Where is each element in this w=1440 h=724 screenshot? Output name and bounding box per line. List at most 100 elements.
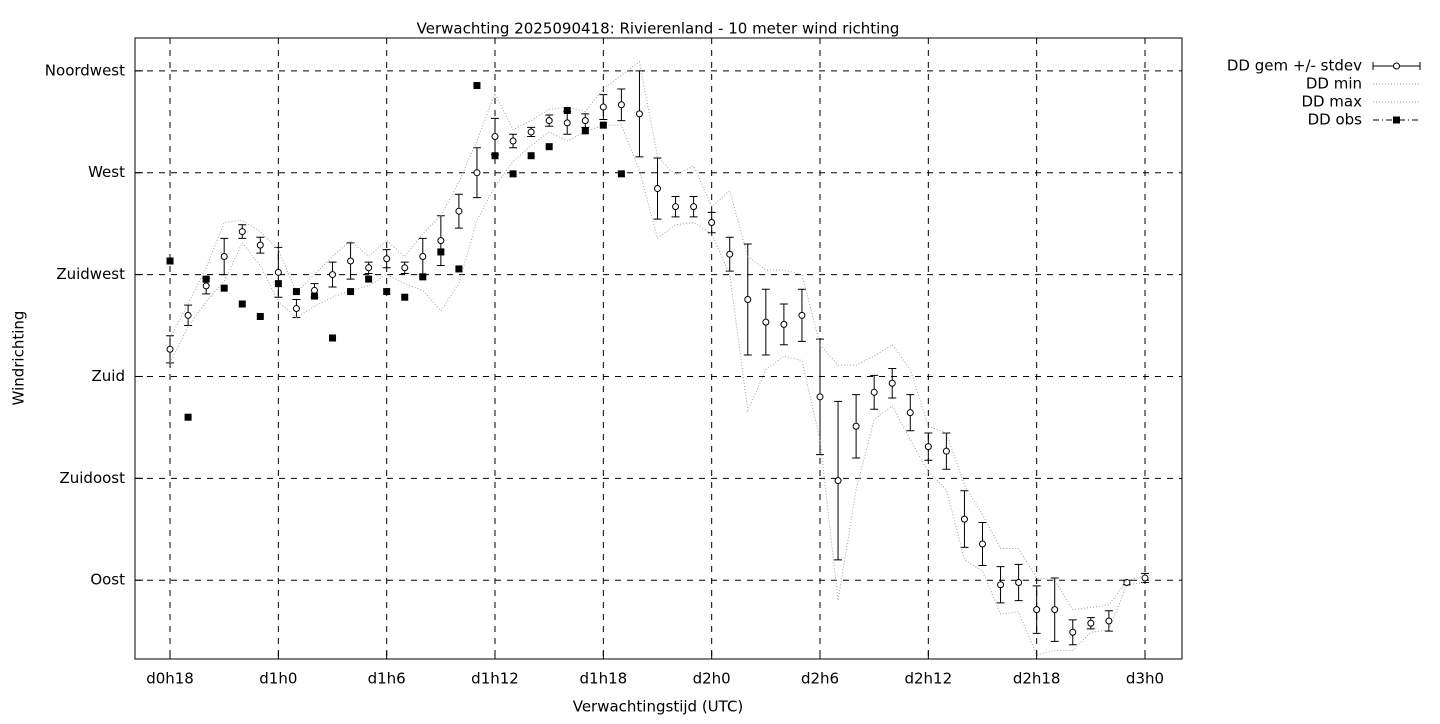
- obs-point: [455, 265, 463, 273]
- x-tick-label: d1h6: [368, 670, 406, 688]
- mean-point: [942, 447, 950, 455]
- mean-point: [310, 286, 318, 294]
- y-axis-label: Windrichting: [10, 311, 28, 406]
- legend-label: DD obs: [1308, 111, 1363, 129]
- obs-point: [401, 293, 409, 301]
- obs-point: [563, 106, 571, 114]
- mean-point: [654, 185, 662, 193]
- obs-point: [220, 284, 228, 292]
- x-axis-label: Verwachtingstijd (UTC): [573, 698, 744, 716]
- mean-point: [491, 132, 499, 140]
- x-tick-label: d1h18: [580, 670, 628, 688]
- mean-point: [834, 477, 842, 485]
- obs-point: [545, 143, 553, 151]
- mean-point: [166, 345, 174, 353]
- mean-point: [816, 393, 824, 401]
- obs-point: [383, 288, 391, 296]
- x-tick-label: d0h18: [146, 670, 194, 688]
- mean-point: [617, 101, 625, 109]
- mean-point: [1087, 619, 1095, 627]
- mean-point: [1105, 617, 1113, 625]
- mean-point: [780, 320, 788, 328]
- mean-point: [762, 318, 770, 326]
- mean-point: [997, 581, 1005, 589]
- obs-point: [599, 121, 607, 129]
- x-tick-label: d2h6: [801, 670, 839, 688]
- mean-point: [672, 203, 680, 211]
- mean-point: [726, 250, 734, 258]
- mean-point: [365, 264, 373, 272]
- y-tick-label: West: [88, 163, 125, 181]
- obs-point: [274, 280, 282, 288]
- mean-point: [1015, 578, 1023, 586]
- mean-point: [238, 228, 246, 236]
- dotted-line: [169, 60, 1146, 611]
- mean-point: [292, 305, 300, 313]
- x-tick-label: d3h0: [1126, 670, 1164, 688]
- mean-point: [906, 409, 914, 417]
- obs-point: [184, 413, 192, 421]
- obs-point: [527, 152, 535, 160]
- chart-title: Verwachting 2025090418: Rivierenland - 1…: [417, 20, 900, 38]
- obs-point: [437, 248, 445, 256]
- mean-point: [635, 110, 643, 118]
- y-tick-label: Noordwest: [45, 61, 125, 79]
- mean-point: [563, 119, 571, 127]
- mean-point: [581, 117, 589, 125]
- x-tick-label: d1h0: [259, 670, 297, 688]
- legend-label: DD min: [1306, 75, 1362, 93]
- obs-point: [419, 273, 427, 281]
- x-tick-label: d1h12: [471, 670, 519, 688]
- mean-point: [383, 255, 391, 263]
- mean-point: [184, 311, 192, 319]
- mean-point: [256, 241, 264, 249]
- mean-point: [509, 137, 517, 145]
- y-tick-label: Zuidoost: [59, 469, 125, 487]
- mean-point: [1069, 628, 1077, 636]
- mean-point: [1033, 606, 1041, 614]
- mean-point: [924, 443, 932, 451]
- legend-label: DD max: [1301, 93, 1362, 111]
- mean-point: [708, 219, 716, 227]
- mean-point: [852, 422, 860, 430]
- mean-point: [690, 203, 698, 211]
- mean-point: [419, 252, 427, 260]
- obs-point: [509, 170, 517, 178]
- obs-point: [256, 312, 264, 320]
- mean-point: [401, 264, 409, 272]
- mean-point: [455, 207, 463, 215]
- mean-point: [798, 311, 806, 319]
- mean-point: [1123, 578, 1131, 586]
- obs-point: [238, 300, 246, 308]
- mean-point: [744, 295, 752, 303]
- mean-point: [347, 257, 355, 265]
- y-tick-label: Oost: [90, 571, 125, 589]
- legend-swatch: [1393, 62, 1400, 70]
- mean-point: [437, 237, 445, 245]
- mean-point: [527, 128, 535, 136]
- mean-point: [545, 117, 553, 125]
- obs-point: [473, 82, 481, 90]
- obs-point: [310, 292, 318, 300]
- legend-label: DD gem +/- stdev: [1227, 57, 1362, 75]
- mean-point: [599, 103, 607, 111]
- obs-point: [347, 288, 355, 296]
- mean-point: [274, 268, 282, 276]
- mean-point: [870, 388, 878, 396]
- x-tick-label: d2h0: [693, 670, 731, 688]
- obs-point: [292, 288, 300, 296]
- obs-point: [329, 334, 337, 342]
- obs-point: [581, 127, 589, 135]
- y-tick-label: Zuidwest: [56, 265, 125, 283]
- mean-point: [978, 540, 986, 548]
- obs-point: [365, 275, 373, 283]
- obs-point: [166, 257, 174, 265]
- plot-frame: [134, 37, 1183, 660]
- legend-swatch: [1393, 116, 1400, 124]
- mean-point: [888, 379, 896, 387]
- y-tick-label: Zuid: [92, 367, 125, 385]
- obs-point: [491, 152, 499, 160]
- mean-point: [329, 271, 337, 279]
